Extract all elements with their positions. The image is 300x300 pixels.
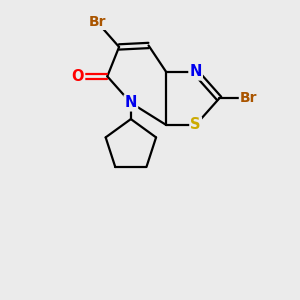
Text: Br: Br [240, 92, 257, 106]
Text: N: N [125, 95, 137, 110]
Text: O: O [72, 69, 84, 84]
Text: Br: Br [88, 15, 106, 29]
Text: N: N [190, 64, 202, 80]
Text: S: S [190, 118, 201, 133]
